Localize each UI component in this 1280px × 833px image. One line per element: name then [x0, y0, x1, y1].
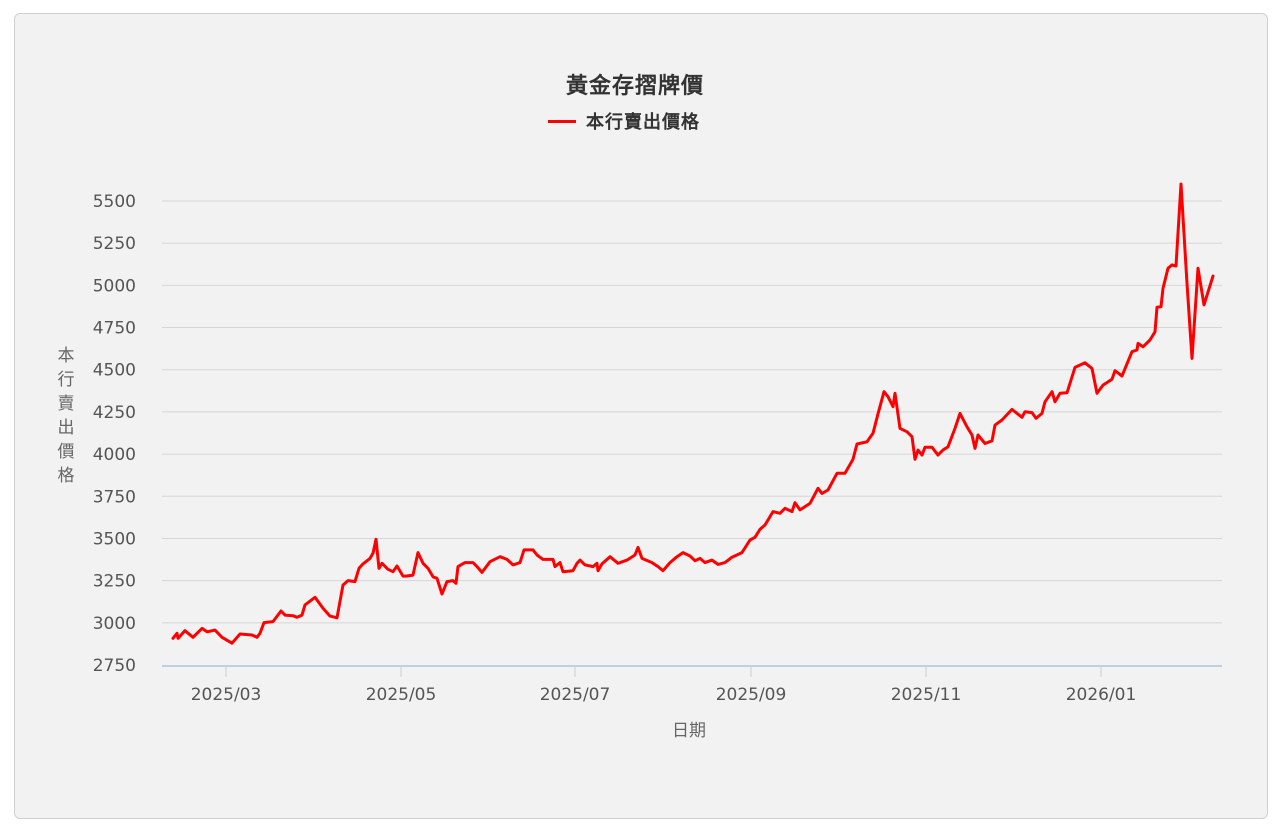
- y-tick-label: 4500: [93, 361, 136, 381]
- legend-line-icon: [548, 119, 576, 123]
- chart-container: [14, 13, 1268, 819]
- y-tick-label: 3000: [93, 614, 136, 634]
- x-tick-label: 2025/09: [716, 685, 787, 705]
- x-axis-label: 日期: [672, 721, 706, 741]
- x-tick-label: 2026/01: [1066, 685, 1137, 705]
- y-tick-label: 5000: [93, 276, 136, 296]
- x-tick-label: 2025/03: [191, 685, 262, 705]
- legend-item[interactable]: 本行賣出價格: [548, 108, 700, 134]
- y-axis-label: 本行賣出價格: [57, 346, 75, 486]
- chart-title: 黃金存摺牌價: [565, 74, 704, 99]
- x-tick-label: 2025/07: [540, 685, 611, 705]
- y-tick-label: 2750: [93, 656, 136, 676]
- y-tick-label: 3500: [93, 529, 136, 549]
- y-tick-label: 4000: [93, 445, 136, 465]
- y-tick-label: 5500: [93, 192, 136, 212]
- y-tick-label: 4750: [93, 319, 136, 339]
- y-tick-label: 5250: [93, 234, 136, 254]
- x-tick-label: 2025/11: [891, 685, 962, 705]
- series-line[interactable]: [171, 182, 1215, 645]
- x-tick-label: 2025/05: [366, 685, 437, 705]
- y-tick-label: 4250: [93, 403, 136, 423]
- y-tick-label: 3250: [93, 572, 136, 592]
- y-tick-label: 3750: [93, 487, 136, 507]
- legend-label: 本行賣出價格: [586, 112, 700, 133]
